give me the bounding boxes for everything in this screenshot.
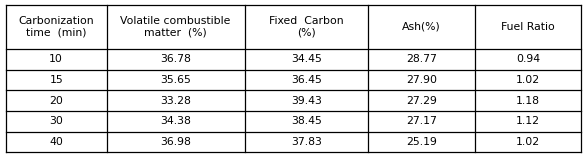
Text: 1.02: 1.02 — [516, 137, 540, 147]
Text: 39.43: 39.43 — [291, 96, 322, 106]
Text: 36.78: 36.78 — [160, 54, 191, 64]
Text: 34.45: 34.45 — [291, 54, 322, 64]
Text: 0.94: 0.94 — [516, 54, 540, 64]
Text: Ash(%): Ash(%) — [402, 22, 441, 32]
Text: Fixed  Carbon
(%): Fixed Carbon (%) — [269, 16, 344, 38]
Text: 30: 30 — [49, 116, 63, 126]
Text: 27.90: 27.90 — [406, 75, 437, 85]
Text: 34.38: 34.38 — [160, 116, 191, 126]
Text: 25.19: 25.19 — [406, 137, 437, 147]
Text: 27.17: 27.17 — [406, 116, 437, 126]
Text: 33.28: 33.28 — [160, 96, 191, 106]
Text: 20: 20 — [49, 96, 63, 106]
Text: 10: 10 — [49, 54, 63, 64]
Text: 28.77: 28.77 — [406, 54, 437, 64]
Text: 40: 40 — [49, 137, 63, 147]
Text: 37.83: 37.83 — [291, 137, 322, 147]
Text: 36.45: 36.45 — [291, 75, 322, 85]
Text: 1.12: 1.12 — [516, 116, 540, 126]
Text: 1.18: 1.18 — [516, 96, 540, 106]
Text: Carbonization
time  (min): Carbonization time (min) — [18, 16, 94, 38]
Text: Volatile combustible
matter  (%): Volatile combustible matter (%) — [120, 16, 231, 38]
Text: 36.98: 36.98 — [160, 137, 191, 147]
Text: 38.45: 38.45 — [291, 116, 322, 126]
Text: 27.29: 27.29 — [406, 96, 437, 106]
Text: Fuel Ratio: Fuel Ratio — [501, 22, 555, 32]
Text: 1.02: 1.02 — [516, 75, 540, 85]
Text: 15: 15 — [49, 75, 63, 85]
Text: 35.65: 35.65 — [160, 75, 191, 85]
